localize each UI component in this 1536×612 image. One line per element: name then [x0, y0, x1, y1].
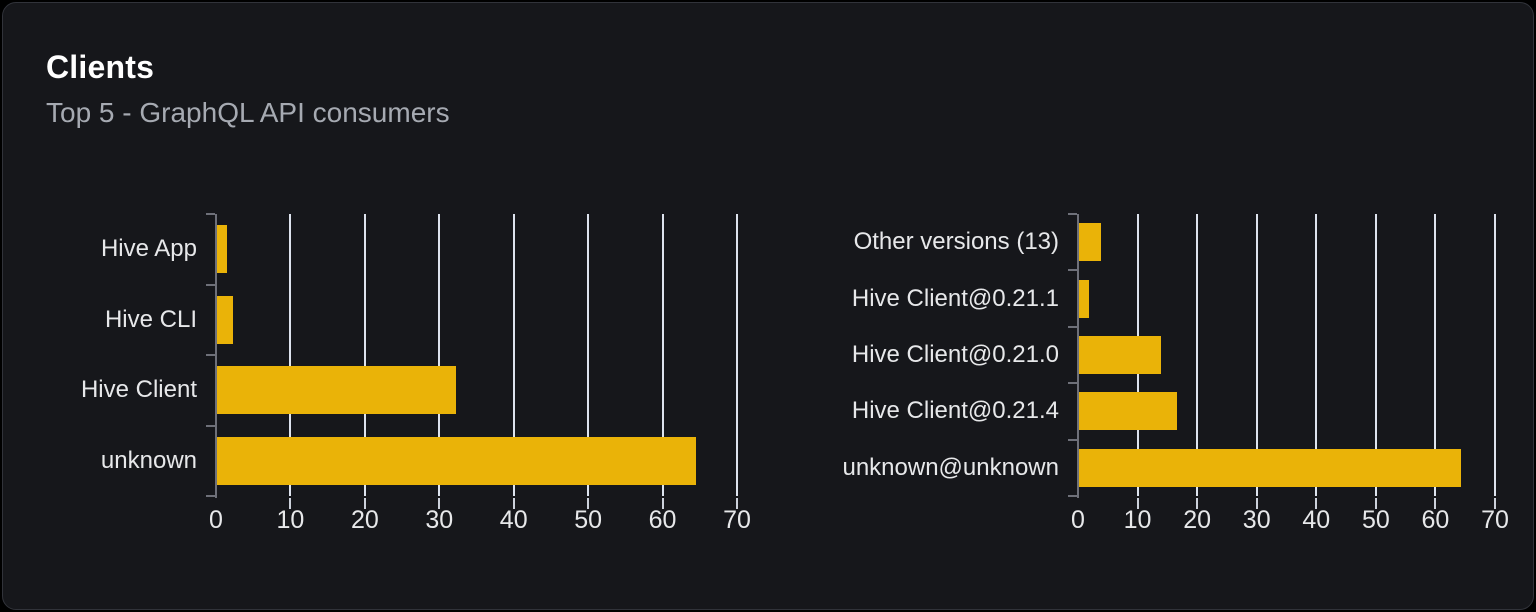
x-axis-tick: [438, 498, 441, 509]
x-tick-label-70: 70: [723, 506, 751, 534]
bar-hive-client[interactable]: [217, 366, 456, 414]
bar-hive-client-0-21-1[interactable]: [1079, 280, 1089, 318]
y-axis-tick: [206, 284, 215, 286]
x-axis-tick: [1434, 498, 1437, 509]
x-tick-label-50: 50: [574, 506, 603, 534]
x-tick-label-40: 40: [499, 506, 528, 534]
y-axis-tick: [1068, 382, 1077, 384]
x-axis-tick: [1374, 498, 1377, 509]
x-axis-tick: [661, 498, 664, 509]
category-label-unknown: unknown: [100, 447, 197, 474]
y-axis-tick: [1068, 495, 1077, 497]
gridline: [1374, 214, 1377, 496]
y-axis-tick: [1068, 326, 1077, 328]
bar-hive-app[interactable]: [217, 225, 227, 273]
bar-hive-client-0-21-0[interactable]: [1079, 336, 1161, 374]
category-label-hive-client-0-21-0: Hive Client@0.21.0: [851, 341, 1059, 368]
x-axis-tick: [289, 498, 292, 509]
x-axis-tick: [587, 498, 590, 509]
x-tick-label-20: 20: [1183, 506, 1212, 534]
gridline: [1434, 214, 1437, 496]
x-axis-tick: [1196, 498, 1199, 509]
x-tick-label-40: 40: [1302, 506, 1331, 534]
y-axis-tick: [206, 495, 215, 497]
y-axis-tick: [206, 354, 215, 356]
bar-other-versions-13[interactable]: [1079, 223, 1101, 261]
category-label-unknown-unknown: unknown@unknown: [842, 454, 1059, 481]
bar-hive-client-0-21-4[interactable]: [1079, 392, 1177, 430]
x-axis-tick: [512, 498, 515, 509]
bar-chart-clients: Hive App Hive CLI Hive Client unknown 0 10 20 3…: [3, 3, 1533, 609]
y-axis-tick: [1068, 269, 1077, 271]
bar-unknown[interactable]: [217, 437, 696, 485]
y-axis-tick: [1068, 213, 1077, 215]
bar-hive-cli[interactable]: [217, 296, 233, 344]
card-subtitle: Top 5 - GraphQL API consumers: [46, 97, 450, 128]
x-tick-label-60: 60: [1421, 506, 1450, 534]
x-tick-label-10: 10: [1123, 506, 1152, 534]
x-tick-label-30: 30: [425, 506, 454, 534]
gridline: [1315, 214, 1318, 496]
gridline: [1196, 214, 1199, 496]
card-title: Clients: [46, 49, 155, 85]
y-axis-tick: [206, 425, 215, 427]
bar-unknown-unknown[interactable]: [1079, 449, 1461, 487]
x-tick-label-30: 30: [1242, 506, 1271, 534]
gridline: [363, 214, 366, 496]
gridline: [289, 214, 292, 496]
category-label-other-versions-13: Other versions (13): [853, 228, 1059, 255]
y-axis-line: [215, 214, 217, 498]
x-axis-tick: [1136, 498, 1139, 509]
x-tick-label-50: 50: [1361, 506, 1390, 534]
y-axis-line: [1077, 214, 1079, 498]
x-axis-tick: [1494, 498, 1496, 509]
x-tick-label-60: 60: [648, 506, 677, 534]
category-label-hive-cli: Hive CLI: [104, 306, 197, 333]
x-axis-tick: [736, 498, 738, 509]
category-label-hive-client: Hive Client: [80, 376, 197, 403]
bar-chart-client-versions: Other versions (13) Hive Client@0.21.1 Hiv…: [3, 3, 1533, 609]
x-axis-tick: [363, 498, 366, 509]
x-axis-tick: [1315, 498, 1318, 509]
gridline: [587, 214, 590, 496]
x-tick-label-70: 70: [1481, 506, 1509, 534]
category-label-hive-client-0-21-4: Hive Client@0.21.4: [851, 397, 1059, 424]
y-axis-tick: [206, 213, 215, 215]
gridline: [661, 214, 664, 496]
gridline: [1255, 214, 1258, 496]
gridline: [438, 214, 441, 496]
gridline: [512, 214, 515, 496]
x-tick-label-0: 0: [209, 506, 223, 534]
category-label-hive-client-0-21-1: Hive Client@0.21.1: [851, 285, 1059, 312]
x-axis-tick: [1255, 498, 1258, 509]
x-tick-label-0: 0: [1071, 506, 1085, 534]
x-tick-label-10: 10: [276, 506, 305, 534]
gridline: [1494, 214, 1496, 496]
category-label-hive-app: Hive App: [100, 235, 197, 262]
x-tick-label-20: 20: [350, 506, 379, 534]
y-axis-tick: [1068, 439, 1077, 441]
gridline: [736, 214, 738, 496]
